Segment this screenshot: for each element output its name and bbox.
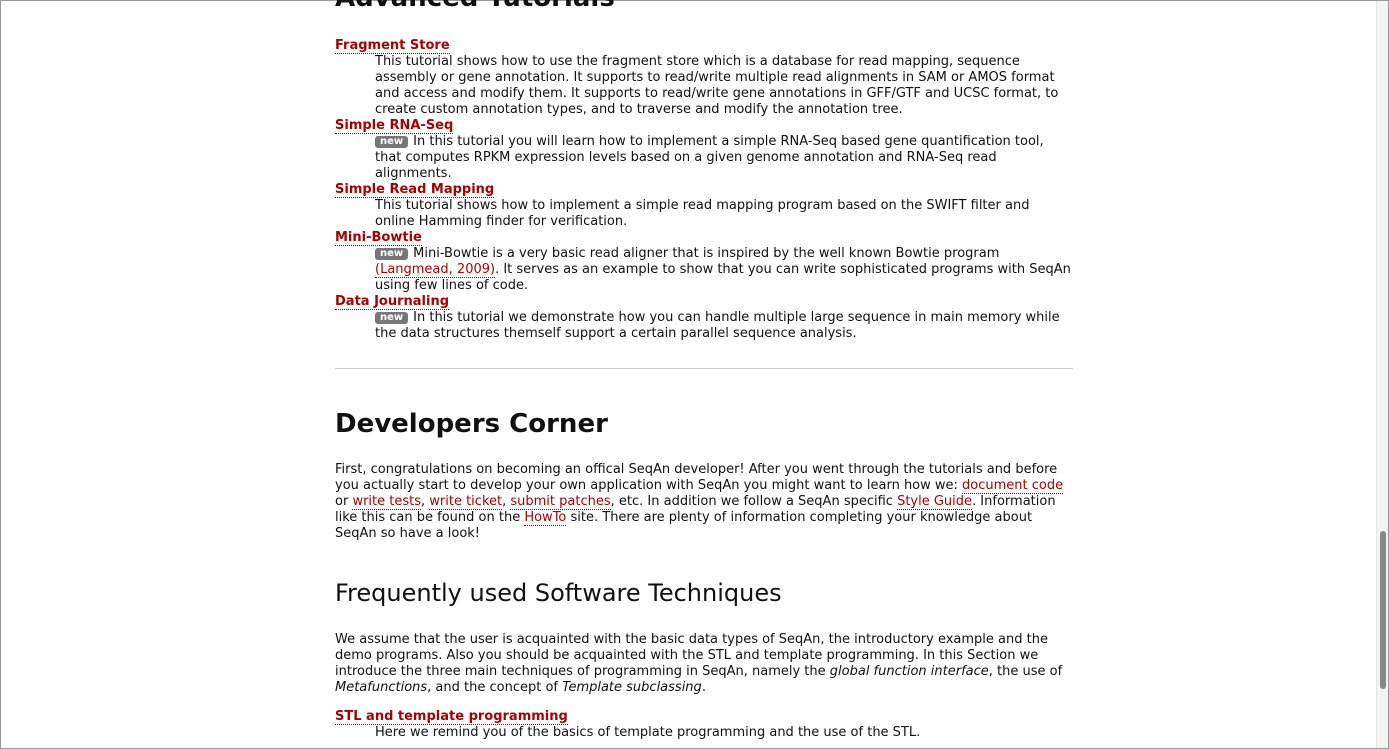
text: , the use of: [988, 664, 1063, 679]
text: , etc. In addition we follow a SeqAn spe…: [610, 494, 898, 509]
item-description: new In this tutorial we demonstrate how y…: [375, 310, 1073, 342]
text: In this tutorial you will learn how to i…: [375, 134, 1044, 181]
scrollbar-thumb[interactable]: [1380, 531, 1386, 689]
text: In this tutorial we demonstrate how you …: [375, 310, 1060, 341]
technique-list: STL and template programming Here we remi…: [335, 709, 1073, 741]
text: We assume that the user is acquainted wi…: [335, 632, 1048, 679]
badge: new: [375, 136, 409, 148]
paragraph: First, congratulations on becoming an of…: [335, 462, 1073, 542]
link[interactable]: submit patches: [510, 494, 611, 510]
text: . Information like this can be found on …: [335, 494, 1056, 525]
section-heading: Frequently used Software Techniques: [335, 579, 782, 607]
item-description: Here we remind you of the basics of temp…: [375, 725, 1073, 741]
: Fragment Store: [335, 38, 1073, 54]
text: This tutorial shows how to use the fragm…: [375, 54, 1059, 117]
item-title[interactable]: Mini-Bowtie: [335, 230, 422, 246]
section-heading: Advanced Tutorials: [335, 0, 1073, 13]
link[interactable]: write tests: [352, 494, 421, 510]
list-item: Fragment Store This tutorial shows how to…: [335, 38, 1073, 118]
item-title[interactable]: Simple Read Mapping: [335, 182, 495, 198]
section-heading: Developers Corner: [335, 409, 608, 439]
: Data Journaling: [335, 294, 1073, 310]
text: Template subclassing: [562, 680, 702, 695]
list-item: Data Journaling new In this tutorial we de…: [335, 294, 1073, 342]
link[interactable]: document code: [962, 478, 1064, 494]
: Simple Read Mapping: [335, 182, 1073, 198]
paragraph: We assume that the user is acquainted wi…: [335, 632, 1073, 696]
: Mini-Bowtie: [335, 230, 1073, 246]
text: This tutorial shows how to implement a s…: [375, 198, 1030, 229]
item-title[interactable]: Fragment Store: [335, 38, 450, 54]
item-title[interactable]: Simple RNA-Seq: [335, 118, 454, 134]
text: ,: [502, 494, 511, 509]
link[interactable]: HowTo: [524, 510, 567, 526]
scrollbar[interactable]: [1376, 1, 1388, 748]
text: , and the concept of: [427, 680, 563, 695]
tutorial-list: Fragment Store This tutorial shows how to…: [335, 38, 1073, 342]
list-item: STL and template programming Here we remi…: [335, 709, 1073, 741]
text: Here we remind you of the basics of temp…: [375, 725, 921, 740]
list-item: Mini-Bowtie new Mini-Bowtie is a very basi…: [335, 230, 1073, 294]
item-description: This tutorial shows how to implement a s…: [375, 198, 1073, 230]
text: Mini-Bowtie is a very basic read aligner…: [413, 246, 1000, 261]
text: .: [701, 680, 706, 695]
list-item: Simple RNA-Seq new In this tutorial you wi…: [335, 118, 1073, 182]
badge: new: [375, 312, 409, 324]
link[interactable]: (Langmead, 2009): [375, 262, 496, 278]
badge: new: [375, 248, 409, 260]
item-description: new In this tutorial you will learn how t…: [375, 134, 1073, 182]
item-title[interactable]: STL and template programming: [335, 709, 568, 725]
text: Metafunctions: [335, 680, 428, 695]
text: site. There are plenty of information co…: [335, 510, 1033, 541]
link[interactable]: Style Guide: [897, 494, 973, 510]
text: or: [335, 494, 353, 509]
: Simple RNA-Seq: [335, 118, 1073, 134]
link[interactable]: write ticket: [429, 494, 503, 510]
: STL and template programming: [335, 709, 1073, 725]
separator: [335, 368, 1073, 369]
item-description: This tutorial shows how to use the fragm…: [375, 54, 1073, 118]
text: First, congratulations on becoming an of…: [335, 462, 1058, 493]
text: . It serves as an example to show that y…: [375, 262, 1071, 293]
list-item: Simple Read Mapping This tutorial shows h…: [335, 182, 1073, 230]
text: global function interface: [829, 664, 989, 679]
text: ,: [421, 494, 430, 509]
item-description: new Mini-Bowtie is a very basic read alig…: [375, 246, 1073, 294]
item-title[interactable]: Data Journaling: [335, 294, 450, 310]
